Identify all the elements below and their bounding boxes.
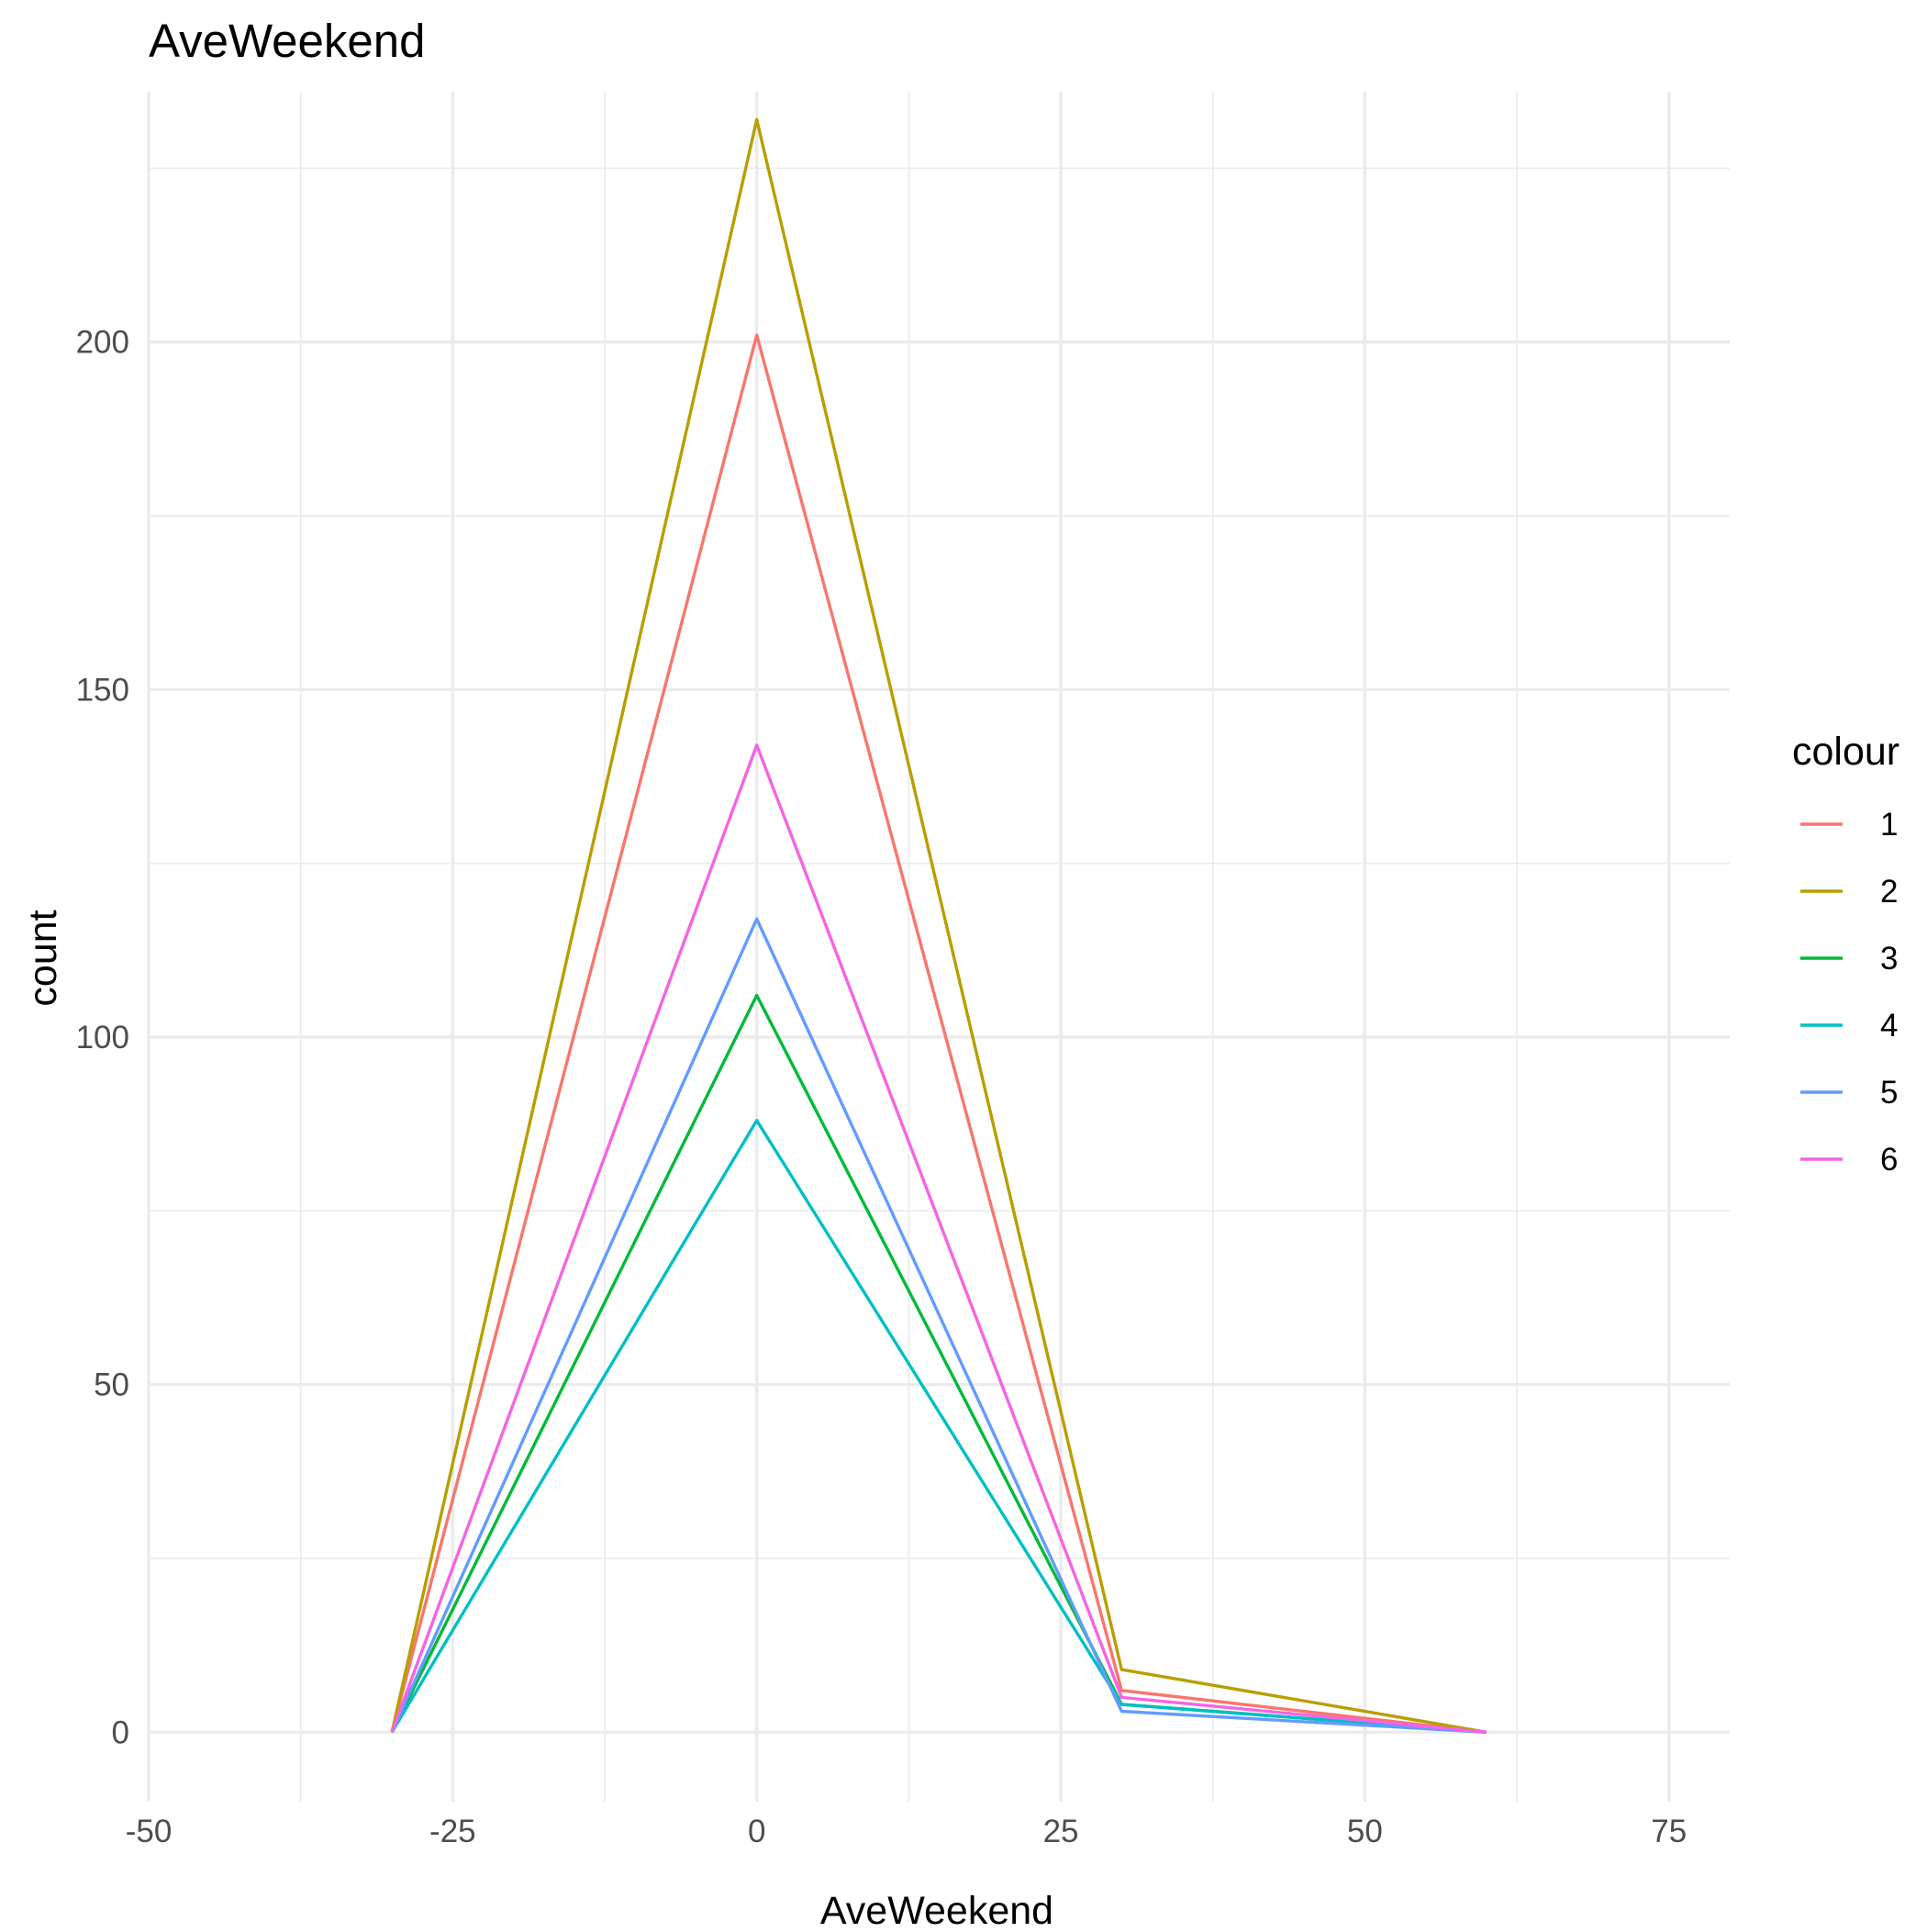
x-axis: -50 -25 0 25 50 75 <box>126 1814 1687 1849</box>
y-axis-title: count <box>21 910 65 1006</box>
x-tick-label: 50 <box>1347 1814 1383 1849</box>
y-axis: 0 50 100 150 200 <box>76 325 129 1751</box>
series-line-6 <box>390 743 1487 1734</box>
x-tick-label: -50 <box>126 1814 173 1849</box>
legend-label-2: 2 <box>1880 874 1898 910</box>
legend-label-4: 4 <box>1880 1008 1898 1044</box>
x-axis-title: AveWeekend <box>820 1889 1053 1927</box>
series-line-1 <box>390 333 1487 1734</box>
chart-title: AveWeekend <box>149 15 426 67</box>
legend-label-6: 6 <box>1880 1142 1898 1178</box>
series-lines <box>390 117 1487 1734</box>
series-line-4 <box>390 1119 1487 1734</box>
x-tick-label: -25 <box>429 1814 476 1849</box>
y-tick-label: 0 <box>112 1714 129 1750</box>
grid <box>147 92 1730 1802</box>
x-tick-label: 0 <box>748 1814 765 1849</box>
legend: colour 1 2 3 4 5 6 <box>1792 730 1899 1178</box>
legend-title: colour <box>1792 730 1899 774</box>
y-tick-label: 200 <box>76 325 129 361</box>
y-tick-label: 150 <box>76 672 129 708</box>
legend-label-5: 5 <box>1880 1075 1898 1111</box>
series-line-5 <box>390 917 1487 1734</box>
x-tick-label: 75 <box>1651 1814 1687 1849</box>
y-tick-label: 100 <box>76 1020 129 1055</box>
legend-label-3: 3 <box>1880 941 1898 977</box>
legend-label-1: 1 <box>1880 807 1898 843</box>
legend-items: 1 2 3 4 5 6 <box>1800 807 1898 1178</box>
y-tick-label: 50 <box>94 1368 129 1403</box>
series-line-2 <box>390 117 1487 1734</box>
x-tick-label: 25 <box>1043 1814 1079 1849</box>
